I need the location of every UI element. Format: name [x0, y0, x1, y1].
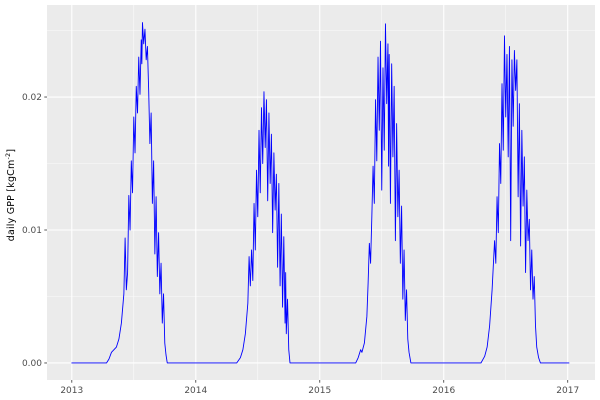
y-axis-title-main: daily GPP [kgCm	[6, 159, 18, 242]
gpp-series-line	[71, 22, 570, 364]
x-tick-label: 2015	[308, 386, 331, 396]
y-axis-title-superscript: -2	[4, 152, 12, 160]
x-tick-label: 2016	[432, 386, 455, 396]
y-axis-title: daily GPP [kgCm-2]	[1, 0, 18, 390]
y-tick-label: 0.01	[22, 226, 42, 236]
x-tick-label: 2017	[556, 386, 579, 396]
y-axis-title-close: ]	[6, 148, 18, 153]
x-tick-label: 2013	[60, 386, 83, 396]
y-tick-label: 0.00	[22, 359, 42, 369]
x-tick-label: 2014	[184, 386, 207, 396]
y-tick-label: 0.02	[22, 93, 42, 103]
plot-panel-background	[47, 5, 595, 380]
